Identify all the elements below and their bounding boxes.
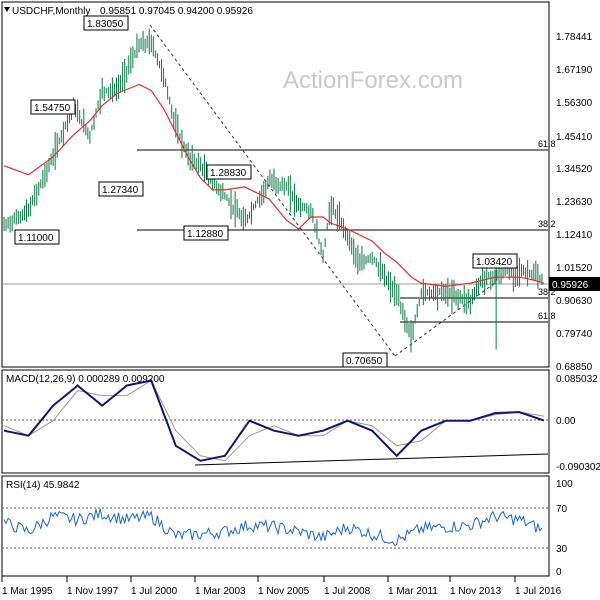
current-price-tag: 0.95926 (549, 277, 600, 291)
rsi-title: RSI(14) 45.9842 (6, 480, 80, 491)
y-tick: 1.78441 (556, 32, 593, 43)
rsi-line (3, 508, 543, 547)
y-tick: 1.45410 (556, 132, 593, 143)
price-annotations: 1.83050 1.54750 1.27340 1.11000 1.28830 … (14, 15, 518, 368)
y-tick: 1.67190 (556, 65, 593, 76)
annotation-label: 0.70650 (346, 356, 383, 367)
rsi-y-tick: 30 (556, 544, 568, 555)
x-tick: 1 Jul 2016 (515, 586, 562, 597)
fib-label: 38.2 (538, 287, 556, 297)
rsi-y-tick: 100 (556, 479, 573, 490)
annotation-2004-high: 1.28830 (206, 164, 252, 180)
y-tick: 1.56300 (556, 98, 593, 109)
macd-y-tick: -0.090302 (556, 462, 600, 473)
y-tick: 0.90630 (556, 296, 593, 307)
dashed-downtrend-line (149, 24, 396, 357)
watermark: ActionForex.com (283, 67, 463, 94)
symbol-label: USDCHF,Monthly (12, 6, 90, 17)
fib-label: 61.8 (538, 311, 556, 321)
annotation-2015-high: 1.03420 (472, 253, 518, 269)
y-tick: 1.01520 (556, 263, 593, 274)
x-tick: 1 Nov 2005 (258, 586, 310, 597)
annotation-label: 1.27340 (102, 185, 139, 196)
x-tick: 1 Mar 2003 (195, 586, 246, 597)
y-tick: 1.12410 (556, 230, 593, 241)
annotation-label: 1.28830 (210, 168, 247, 179)
y-tick: 0.68850 (556, 362, 593, 373)
current-price-value: 0.95926 (552, 280, 589, 291)
y-tick: 1.34520 (556, 164, 593, 175)
ohlc-values: 0.95851 0.97045 0.94200 0.95926 (100, 6, 253, 17)
price-y-axis: 1.78441 1.67190 1.56300 1.45410 1.34520 … (556, 32, 593, 373)
x-tick: 1 Jul 2008 (324, 586, 371, 597)
annotation-1998-low: 1.27340 (98, 181, 144, 197)
annotation-2004-low: 1.12880 (183, 225, 229, 241)
macd-line (3, 379, 545, 462)
x-tick: 1 Mar 2011 (388, 586, 438, 597)
moving-average-line (3, 83, 545, 287)
annotation-label: 1.12880 (187, 229, 224, 240)
collapse-triangle-icon (4, 7, 10, 12)
annotation-1995-low: 1.11000 (14, 229, 60, 245)
annotation-high-2000: 1.83050 (83, 15, 129, 31)
fib-label: 61.8 (538, 139, 556, 149)
annotation-label: 1.83050 (87, 19, 124, 30)
trend-lines (149, 24, 496, 357)
macd-title: MACD(12,26,9) 0.000289 0.009200 (6, 374, 165, 385)
annotation-1998-high: 1.54750 (30, 99, 76, 115)
x-axis: 1 Mar 1995 1 Nov 1997 1 Jul 2000 1 Mar 2… (1, 576, 562, 597)
chart-header: USDCHF,Monthly 0.95851 0.97045 0.94200 0… (4, 6, 253, 17)
y-tick: 0.79740 (556, 329, 593, 340)
annotation-label: 1.54750 (34, 103, 71, 114)
x-tick: 1 Nov 2013 (450, 586, 502, 597)
annotation-label: 1.11000 (18, 233, 54, 244)
x-tick: 1 Mar 1995 (2, 586, 53, 597)
price-panel (1, 1, 550, 368)
macd-y-tick: 0.00 (556, 416, 576, 427)
annotation-2011-low: 0.70650 (342, 352, 388, 368)
dashed-uptrend-line (394, 282, 496, 357)
macd-trend-line (194, 453, 549, 466)
rsi-y-tick: 70 (556, 504, 568, 515)
x-tick: 1 Jul 2000 (131, 586, 178, 597)
fib-label: 38.2 (538, 219, 556, 229)
x-tick: 1 Nov 1997 (67, 586, 119, 597)
macd-y-tick: 0.085032 (556, 374, 598, 385)
y-tick: 1.23630 (556, 197, 593, 208)
rsi-y-tick: 0 (556, 567, 562, 578)
annotation-label: 1.03420 (476, 257, 513, 268)
